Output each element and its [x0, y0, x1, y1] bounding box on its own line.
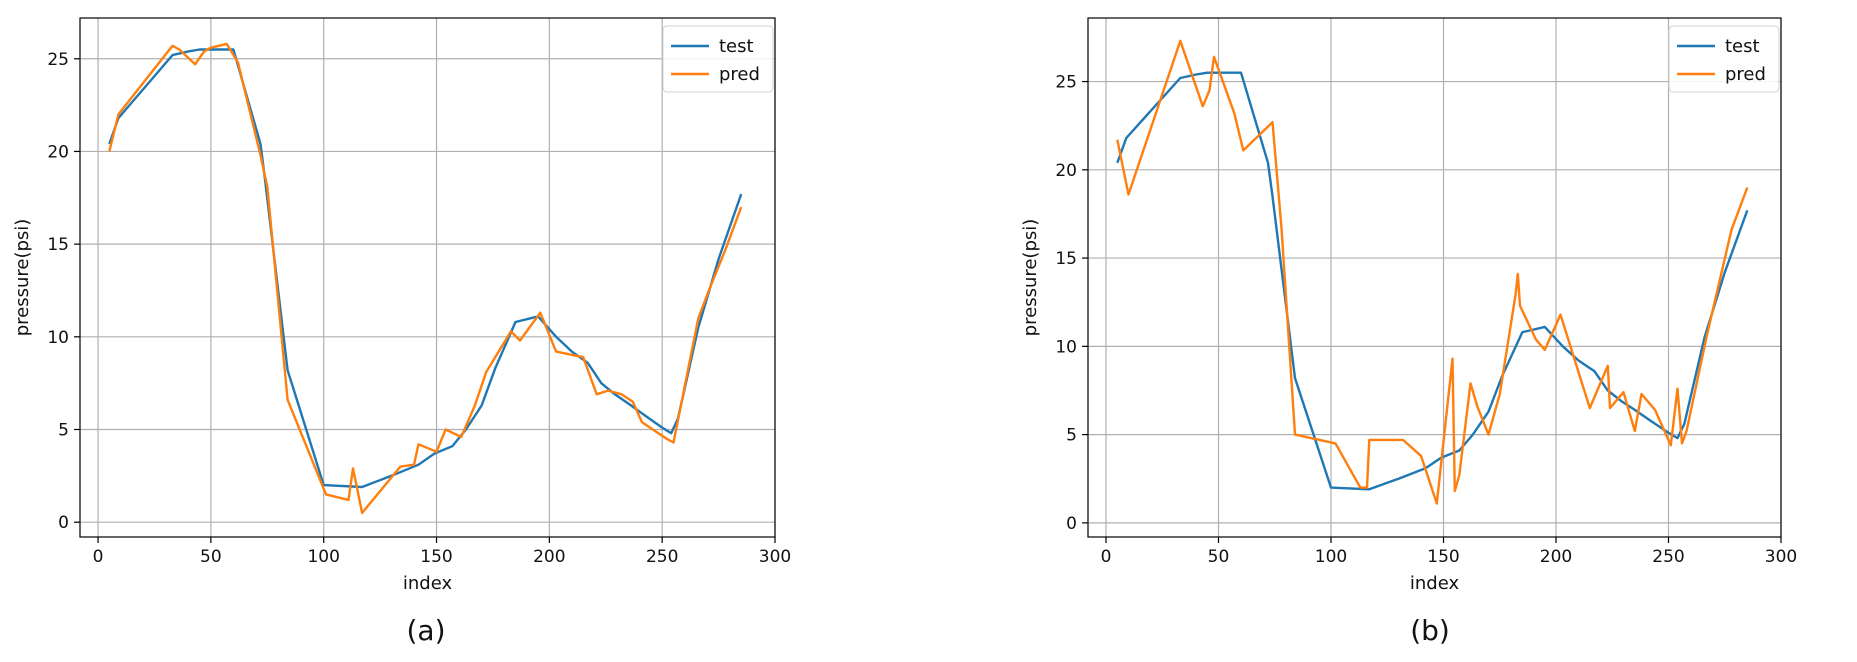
y-tick-label: 10 [47, 328, 69, 348]
series-line-test [1116, 71, 1749, 491]
x-tick-label: 100 [1315, 547, 1347, 567]
x-tick-label: 150 [420, 547, 452, 567]
y-tick-label: 15 [1055, 249, 1077, 269]
x-tick-label: 50 [200, 547, 222, 567]
axes-frame [1087, 17, 1782, 538]
x-tick-label: 300 [1765, 547, 1797, 567]
legend-label-pred: pred [719, 64, 760, 85]
x-tick-label: 250 [1652, 547, 1684, 567]
legend-box [662, 25, 774, 93]
x-tick-label: 250 [646, 547, 678, 567]
panel-caption: (b) [1410, 614, 1450, 647]
legend-label-test: test [1725, 36, 1760, 57]
series-line-test [108, 48, 743, 489]
y-tick-label: 0 [1066, 514, 1077, 534]
x-tick-label: 100 [307, 547, 339, 567]
x-axis-label: index [403, 573, 453, 594]
legend-label-pred: pred [1725, 64, 1766, 85]
x-axis-label: index [1410, 573, 1460, 594]
chart-panel-2: 0 50 100 150 200 250 300 0 5 10 15 20 25 index pressur… [1020, 17, 1797, 647]
y-tick-label: 25 [47, 50, 69, 70]
y-tick-label: 0 [58, 513, 69, 533]
x-tick-label: 0 [1101, 547, 1112, 567]
x-tick-label: 300 [759, 547, 791, 567]
y-tick-label: 20 [47, 142, 69, 162]
panel-caption: (a) [406, 614, 445, 647]
y-tick-label: 25 [1055, 73, 1077, 93]
chart-panel-1: 0 50 100 150 200 250 300 0 5 10 15 20 25 index pressur… [12, 17, 791, 647]
x-tick-label: 200 [533, 547, 565, 567]
x-tick-label: 0 [93, 547, 104, 567]
y-axis-label: pressure(psi) [12, 219, 33, 337]
y-tick-label: 5 [58, 420, 69, 440]
x-tick-label: 150 [1427, 547, 1459, 567]
y-tick-label: 15 [47, 235, 69, 255]
y-tick-label: 5 [1066, 426, 1077, 446]
series-line-pred [108, 42, 743, 515]
series-line-pred [1116, 39, 1749, 505]
axes-frame [79, 17, 776, 538]
x-tick-label: 50 [1208, 547, 1230, 567]
legend-label-test: test [719, 36, 754, 57]
y-tick-label: 20 [1055, 161, 1077, 181]
x-tick-label: 200 [1540, 547, 1572, 567]
y-axis-label: pressure(psi) [1020, 219, 1041, 337]
y-tick-label: 10 [1055, 337, 1077, 357]
legend-box [1668, 25, 1780, 93]
